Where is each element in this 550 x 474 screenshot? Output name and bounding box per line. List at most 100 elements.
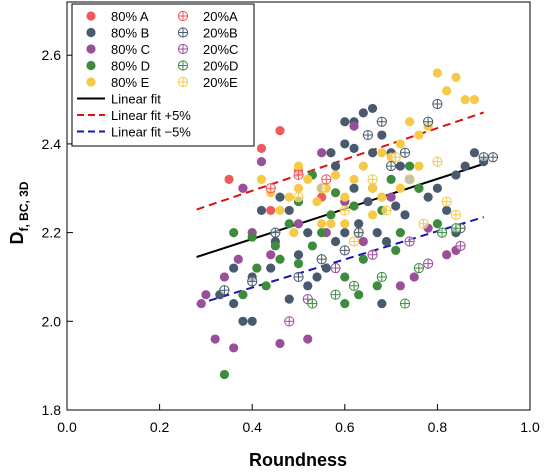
data-point — [284, 205, 294, 216]
data-point — [303, 174, 313, 184]
data-point — [293, 259, 304, 269]
data-point — [289, 228, 299, 238]
data-point — [386, 192, 396, 202]
data-point — [196, 298, 206, 309]
legend-marker — [86, 44, 96, 54]
data-point — [405, 161, 415, 171]
data-point — [441, 196, 452, 207]
legend: 80% A 80% B80% C 80% D80% E 20%A 20%B20%C 20%… — [71, 3, 255, 147]
legend-label: 20%B — [203, 26, 238, 41]
data-point — [469, 94, 480, 105]
data-point — [354, 219, 364, 229]
legend-label: 20%A — [203, 9, 238, 24]
data-point — [317, 219, 327, 229]
data-point — [381, 205, 392, 216]
data-point — [284, 316, 295, 327]
legend-label: 80% E — [111, 75, 150, 90]
data-point — [316, 183, 327, 194]
data-point — [275, 205, 285, 216]
data-point — [367, 174, 378, 185]
data-point — [469, 148, 480, 158]
data-point — [363, 196, 373, 207]
legend-marker — [86, 60, 96, 71]
data-point — [229, 298, 239, 309]
data-point — [275, 338, 285, 349]
y-axis-title-main: D — [7, 232, 27, 245]
data-point — [340, 117, 350, 127]
data-point — [432, 219, 442, 229]
legend-label: 80% A — [111, 9, 149, 24]
legend-marker — [177, 27, 189, 38]
legend-label: 20%C — [203, 42, 238, 57]
data-point — [450, 209, 462, 220]
data-point — [391, 201, 401, 211]
data-point — [414, 161, 424, 171]
data-point — [376, 271, 387, 283]
data-point — [256, 174, 267, 184]
data-point — [395, 281, 405, 291]
legend-label: Linear fit −5% — [111, 125, 191, 140]
data-point — [358, 236, 368, 247]
data-point — [405, 117, 415, 127]
data-point — [293, 169, 304, 181]
data-point — [395, 183, 405, 193]
data-point — [404, 174, 415, 185]
data-point — [330, 161, 341, 171]
data-point — [391, 245, 401, 255]
data-point — [317, 228, 327, 238]
data-point — [330, 170, 341, 180]
axes: 0.0 0.2 0.4 0.6 0.8 1.0 1.8 2.0 2.2 2.4 2.6 — [42, 47, 540, 435]
data-point — [317, 148, 327, 158]
x-tick-label: 0.8 — [428, 419, 448, 435]
data-point — [275, 254, 285, 264]
data-point — [252, 263, 262, 273]
data-point — [224, 174, 234, 184]
data-points — [196, 68, 499, 380]
data-point — [229, 343, 239, 353]
data-point — [442, 86, 452, 96]
data-point — [307, 298, 318, 309]
legend-label: 80% D — [111, 59, 150, 74]
data-point — [321, 174, 332, 185]
data-point — [432, 68, 442, 78]
data-point — [372, 228, 382, 238]
data-point — [284, 192, 294, 202]
data-point — [256, 157, 267, 167]
data-point — [247, 316, 257, 326]
data-point — [395, 161, 405, 171]
legend-label: Linear fit — [111, 92, 161, 107]
data-point — [293, 192, 304, 203]
data-point — [367, 183, 378, 193]
data-point — [339, 205, 350, 216]
data-point — [399, 298, 411, 309]
x-tick-label: 0.2 — [150, 419, 170, 435]
data-point — [367, 249, 378, 260]
data-point — [414, 183, 424, 193]
data-point — [451, 72, 461, 82]
data-point — [316, 254, 327, 265]
fit-line — [196, 216, 484, 306]
data-point — [349, 183, 359, 193]
data-point — [219, 272, 230, 282]
data-point — [266, 250, 276, 260]
data-point — [229, 263, 239, 273]
data-point — [275, 126, 285, 136]
data-point — [201, 290, 211, 300]
data-point — [293, 271, 304, 283]
data-point — [312, 272, 322, 282]
legend-label: 80% C — [111, 42, 150, 57]
data-point — [386, 160, 397, 172]
data-point — [377, 298, 387, 309]
data-point — [238, 290, 248, 300]
legend-marker — [177, 43, 189, 55]
y-tick-label: 2.0 — [42, 313, 62, 329]
legend-marker — [177, 76, 189, 88]
data-point — [340, 139, 350, 149]
data-point — [266, 205, 276, 216]
data-point — [478, 152, 489, 163]
data-point — [284, 294, 294, 304]
data-point — [247, 276, 258, 287]
data-point — [340, 298, 350, 309]
data-point — [376, 116, 387, 127]
